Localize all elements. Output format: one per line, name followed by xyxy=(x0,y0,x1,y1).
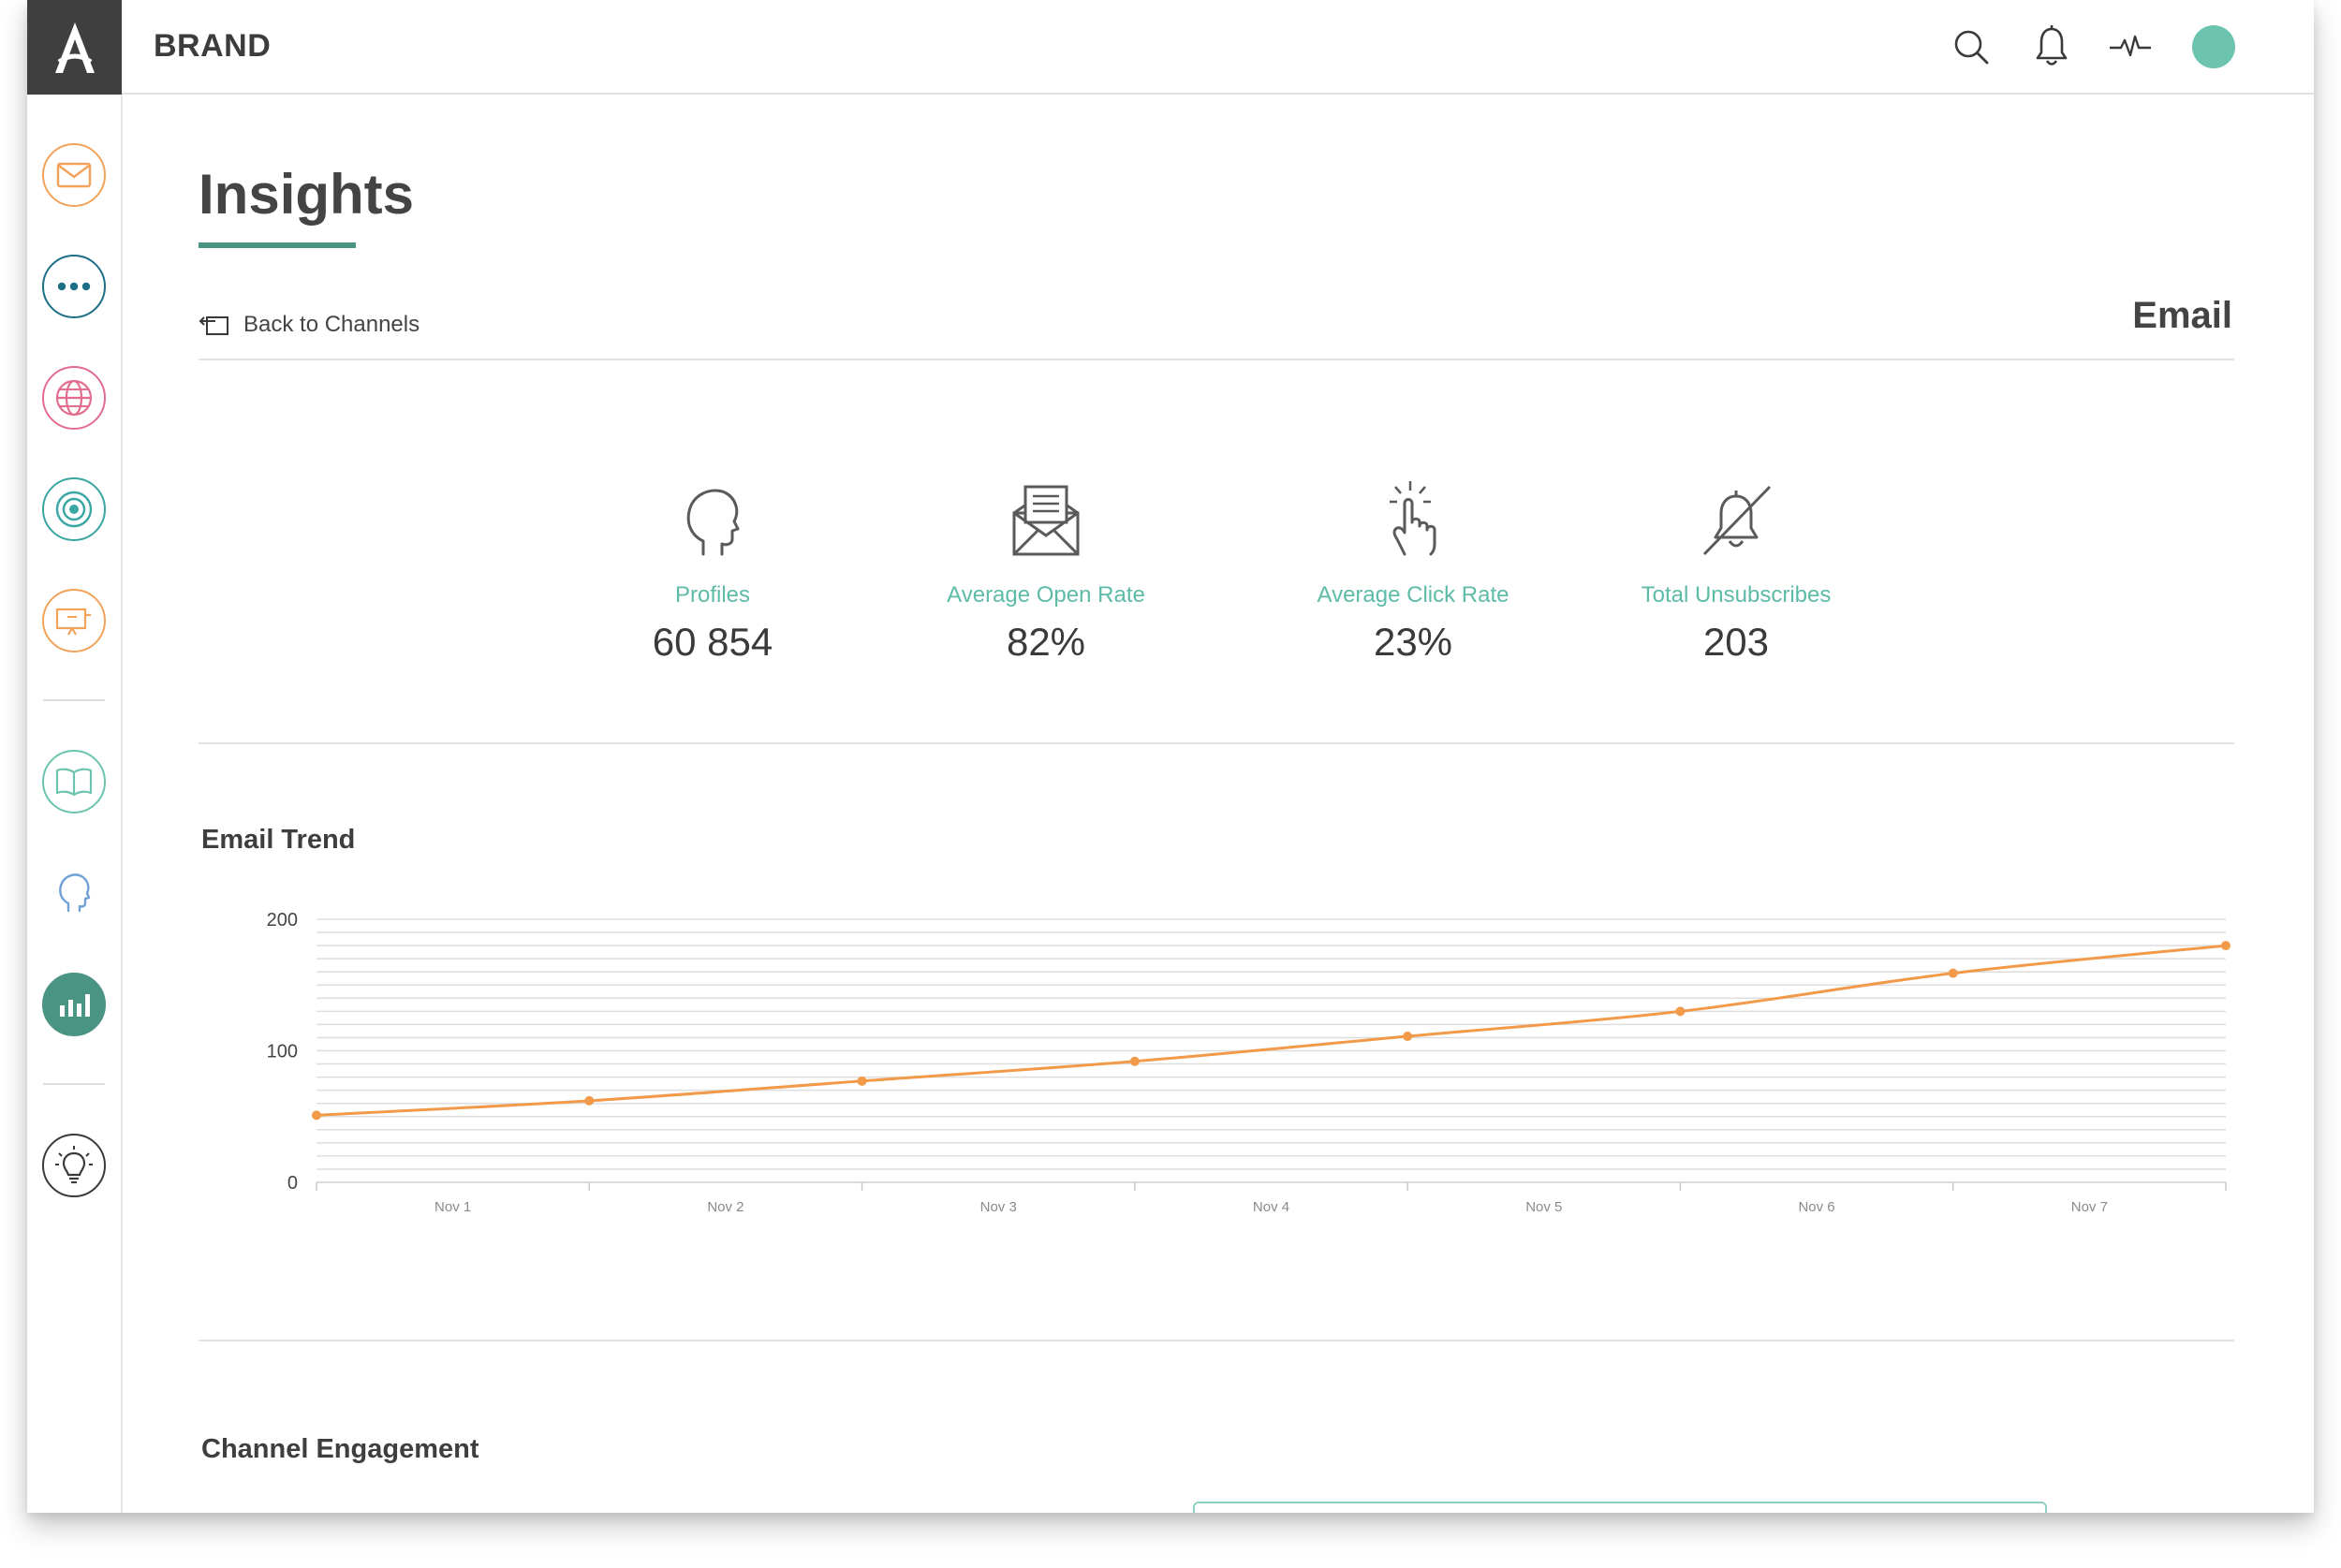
sidebar-item-more[interactable] xyxy=(42,255,106,318)
stat-label: Total Unsubscribes xyxy=(1641,582,1832,608)
channel-engagement-card xyxy=(1193,1502,2047,1513)
top-bar: BRAND xyxy=(27,0,2314,95)
head-icon xyxy=(59,873,91,913)
title-underline xyxy=(199,242,356,248)
brand-name: BRAND xyxy=(154,28,272,64)
stat-value: 82% xyxy=(1006,620,1086,664)
app-logo[interactable] xyxy=(27,0,122,95)
trend-series-line xyxy=(316,944,2227,1117)
x-tick-label: Nov 2 xyxy=(707,1199,744,1215)
sidebar-item-targeting[interactable] xyxy=(42,477,106,541)
sidebar-item-ideas[interactable] xyxy=(42,1134,106,1197)
lightbulb-icon xyxy=(55,1146,93,1184)
stat-value: 203 xyxy=(1702,620,1770,664)
logo-a-icon xyxy=(54,22,95,73)
page-title: Insights xyxy=(199,163,415,226)
more-dots-icon xyxy=(57,282,91,291)
profile-head-icon xyxy=(686,489,740,556)
channel-engagement-title: Channel Engagement xyxy=(201,1434,479,1464)
stat-total-unsubscribes: Total Unsubscribes 203 xyxy=(1586,455,1886,665)
sidebar-divider xyxy=(43,699,105,701)
trend-data-point xyxy=(1948,968,1958,978)
stat-average-open-rate: Average Open Rate 82% xyxy=(896,455,1196,665)
sidebar xyxy=(27,95,123,1513)
x-tick-label: Nov 7 xyxy=(2071,1199,2108,1215)
stat-average-click-rate: Average Click Rate 23% xyxy=(1263,455,1563,665)
trend-data-point xyxy=(1675,1006,1686,1017)
search-icon[interactable] xyxy=(1949,22,1994,71)
stat-label: Average Click Rate xyxy=(1317,582,1509,608)
sidebar-item-insights[interactable] xyxy=(42,973,106,1036)
chart-divider xyxy=(199,1340,2234,1341)
click-hand-icon xyxy=(1390,481,1436,556)
trend-data-point xyxy=(857,1076,867,1086)
globe-icon xyxy=(55,379,93,417)
main-content: Insights Back to Channels Email Profiles… xyxy=(123,95,2314,1513)
stat-label: Average Open Rate xyxy=(947,582,1145,608)
email-trend-chart: 0 100 200 Nov 1 Nov 2 Nov 3 Nov 4 Nov 5 Nov 6 Nov… xyxy=(267,910,2231,1215)
sidebar-divider xyxy=(43,1083,105,1085)
activity-icon[interactable] xyxy=(2108,22,2153,71)
sidebar-item-profiles[interactable] xyxy=(42,861,106,925)
bar-chart-icon xyxy=(60,994,90,1017)
mail-icon xyxy=(56,162,92,188)
stats-divider xyxy=(199,742,2234,744)
y-tick-label: 200 xyxy=(267,910,298,931)
stat-value: 23% xyxy=(1373,620,1453,664)
sidebar-item-library[interactable] xyxy=(42,750,106,813)
sidebar-item-presentation[interactable] xyxy=(42,589,106,652)
back-arrow-icon xyxy=(199,316,228,335)
app-window: BRAND xyxy=(27,0,2314,1513)
sidebar-item-web[interactable] xyxy=(42,366,106,430)
x-tick-label: Nov 1 xyxy=(434,1199,471,1215)
y-tick-label: 100 xyxy=(267,1042,298,1062)
channel-name: Email xyxy=(2132,295,2232,336)
stat-value: 60 854 xyxy=(652,620,773,664)
back-to-channels-label: Back to Channels xyxy=(243,312,420,337)
trend-data-point xyxy=(1129,1056,1140,1066)
bell-icon[interactable] xyxy=(2029,22,2074,71)
trend-data-point xyxy=(2221,941,2231,951)
x-tick-label: Nov 6 xyxy=(1798,1199,1834,1215)
y-tick-label: 0 xyxy=(287,1173,298,1194)
email-trend-title: Email Trend xyxy=(201,825,356,855)
sidebar-item-mail[interactable] xyxy=(42,143,106,207)
x-tick-label: Nov 3 xyxy=(980,1199,1017,1215)
presentation-icon xyxy=(55,608,91,636)
trend-data-point xyxy=(1403,1032,1413,1042)
x-tick-label: Nov 4 xyxy=(1253,1199,1289,1215)
header-divider xyxy=(199,359,2234,360)
trend-data-point xyxy=(584,1095,595,1106)
back-to-channels-link[interactable]: Back to Channels xyxy=(199,308,420,342)
open-envelope-icon xyxy=(1012,485,1080,556)
target-icon xyxy=(55,491,93,528)
stat-profiles: Profiles 60 854 xyxy=(563,455,862,665)
bell-off-icon xyxy=(1702,485,1772,556)
book-icon xyxy=(55,768,93,797)
x-tick-label: Nov 5 xyxy=(1525,1199,1562,1215)
stat-label: Profiles xyxy=(674,582,751,608)
trend-data-point xyxy=(312,1110,321,1121)
avatar[interactable] xyxy=(2192,25,2235,68)
